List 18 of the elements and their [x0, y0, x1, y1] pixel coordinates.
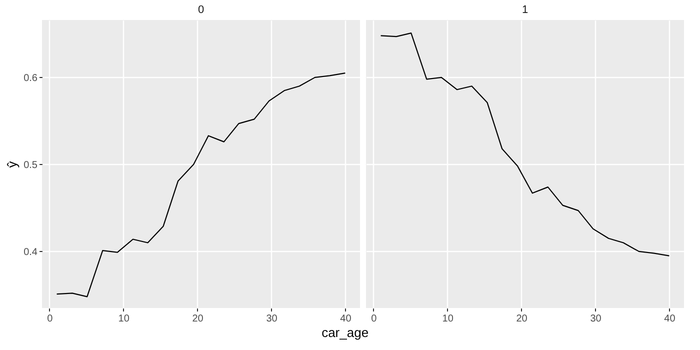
x-tick-label: 10	[442, 314, 454, 324]
y-tick-label: 0.5	[24, 160, 38, 171]
x-tick-label: 0	[371, 314, 378, 324]
x-tick-label: 40	[340, 314, 352, 324]
line-series	[56, 72, 346, 298]
y-axis-title: ŷ	[4, 160, 20, 168]
x-tick-label: 10	[118, 314, 130, 324]
x-axis-title: car_age	[322, 325, 369, 340]
chart-title: 0	[198, 4, 204, 16]
x-tick-label: 20	[192, 314, 204, 324]
y-tick-label: 0.4	[24, 246, 38, 258]
x-tick-label: 0	[47, 314, 54, 324]
x-tick-label: 20	[516, 314, 528, 324]
chart-title: 1	[522, 4, 528, 16]
y-tick-label: 0.6	[24, 72, 38, 84]
x-tick-label: 40	[664, 314, 676, 324]
x-tick-label: 30	[266, 314, 278, 324]
x-tick-label: 30	[590, 314, 602, 324]
